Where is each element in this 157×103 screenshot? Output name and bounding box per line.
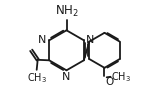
- Text: NH$_2$: NH$_2$: [55, 4, 78, 19]
- Text: CH$_3$: CH$_3$: [111, 70, 131, 84]
- Text: N: N: [38, 35, 47, 45]
- Text: N: N: [86, 35, 95, 45]
- Text: CH$_3$: CH$_3$: [27, 71, 47, 85]
- Text: O: O: [105, 77, 113, 87]
- Text: N: N: [62, 72, 71, 82]
